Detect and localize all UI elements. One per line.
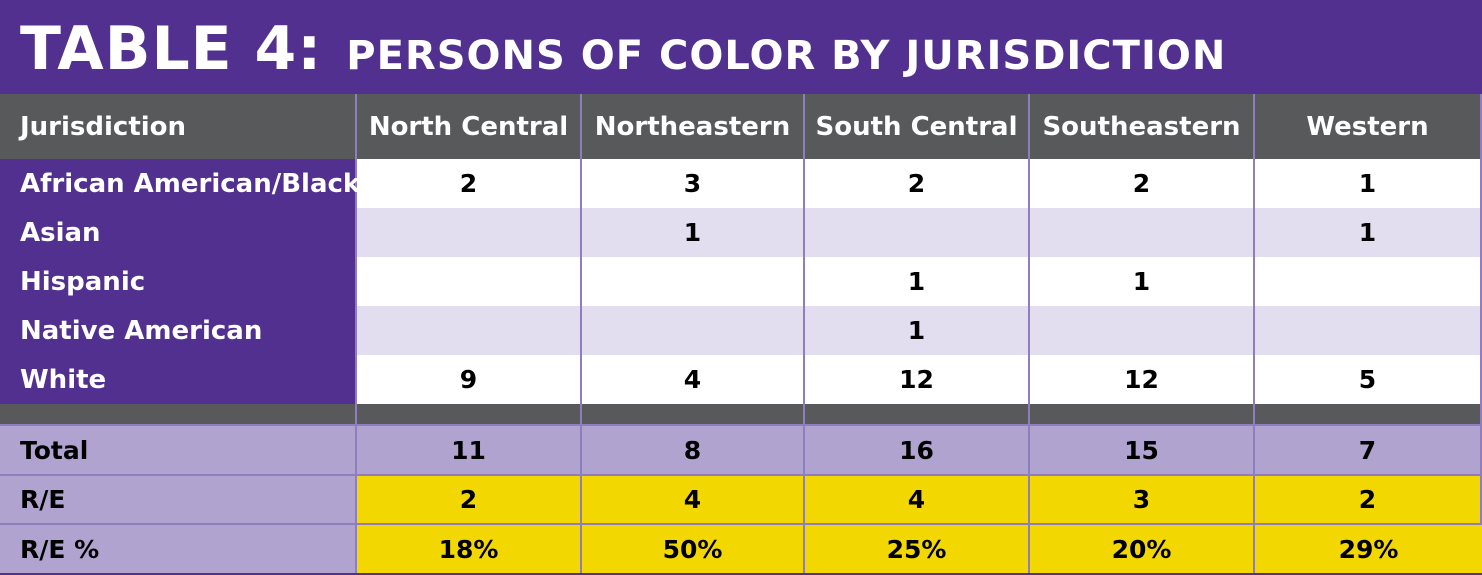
table-cell: 12 — [805, 355, 1030, 404]
summary-cell: 15 — [1030, 424, 1255, 474]
separator-row-cell — [1255, 404, 1482, 424]
data-table: Jurisdiction North Central Northeastern Sou… — [0, 94, 1482, 573]
summary-cell: 20% — [1030, 523, 1255, 573]
column-header: South Central — [805, 94, 1030, 159]
summary-cell: 8 — [582, 424, 805, 474]
table-cell: 1 — [1030, 257, 1255, 306]
summary-cell: 18% — [357, 523, 582, 573]
row-label: Hispanic — [0, 257, 357, 306]
table-cell — [582, 257, 805, 306]
table-cell: 2 — [805, 159, 1030, 208]
row-label: Native American — [0, 306, 357, 355]
table-cell: 2 — [1030, 159, 1255, 208]
separator-row-cell — [1030, 404, 1255, 424]
column-header: North Central — [357, 94, 582, 159]
table-cell: 2 — [357, 159, 582, 208]
row-label: Asian — [0, 208, 357, 257]
table-cell — [357, 257, 582, 306]
table-cell: 12 — [1030, 355, 1255, 404]
summary-cell: 11 — [357, 424, 582, 474]
summary-cell: 4 — [582, 474, 805, 523]
title-number: TABLE 4: — [20, 14, 323, 84]
table-title: TABLE 4: PERSONS OF COLOR BY JURISDICTIO… — [0, 0, 1482, 92]
row-label: African American/Black — [0, 159, 360, 208]
table-cell: 1 — [582, 208, 805, 257]
row-label: White — [0, 355, 357, 404]
column-header: Southeastern — [1030, 94, 1255, 159]
summary-cell: 4 — [805, 474, 1030, 523]
separator-row-cell — [0, 404, 357, 424]
title-text: PERSONS OF COLOR BY JURISDICTION — [346, 33, 1227, 79]
summary-cell: 50% — [582, 523, 805, 573]
summary-row-label: Total — [0, 424, 357, 474]
table-cell — [805, 208, 1030, 257]
table-cell: 1 — [1255, 159, 1482, 208]
table-cell: 1 — [805, 306, 1030, 355]
table-cell — [1255, 306, 1482, 355]
table-cell: 3 — [582, 159, 805, 208]
summary-cell: 16 — [805, 424, 1030, 474]
summary-cell: 29% — [1255, 523, 1482, 573]
summary-cell: 7 — [1255, 424, 1482, 474]
column-header: Jurisdiction — [0, 94, 357, 159]
separator-row-cell — [582, 404, 805, 424]
summary-cell: 2 — [357, 474, 582, 523]
summary-row-label: R/E — [0, 474, 357, 523]
table-cell: 1 — [1255, 208, 1482, 257]
summary-cell: 2 — [1255, 474, 1482, 523]
summary-cell: 25% — [805, 523, 1030, 573]
table-cell: 5 — [1255, 355, 1482, 404]
table-cell: 9 — [357, 355, 582, 404]
summary-cell: 3 — [1030, 474, 1255, 523]
table-cell: 4 — [582, 355, 805, 404]
column-header: Northeastern — [582, 94, 805, 159]
summary-row-label: R/E % — [0, 523, 357, 573]
table-cell — [1030, 208, 1255, 257]
table-cell — [1255, 257, 1482, 306]
table-cell — [582, 306, 805, 355]
table-cell — [357, 208, 582, 257]
table-cell — [357, 306, 582, 355]
table-cell: 1 — [805, 257, 1030, 306]
separator-row-cell — [805, 404, 1030, 424]
separator-row-cell — [357, 404, 582, 424]
column-header: Western — [1255, 94, 1482, 159]
table-cell — [1030, 306, 1255, 355]
